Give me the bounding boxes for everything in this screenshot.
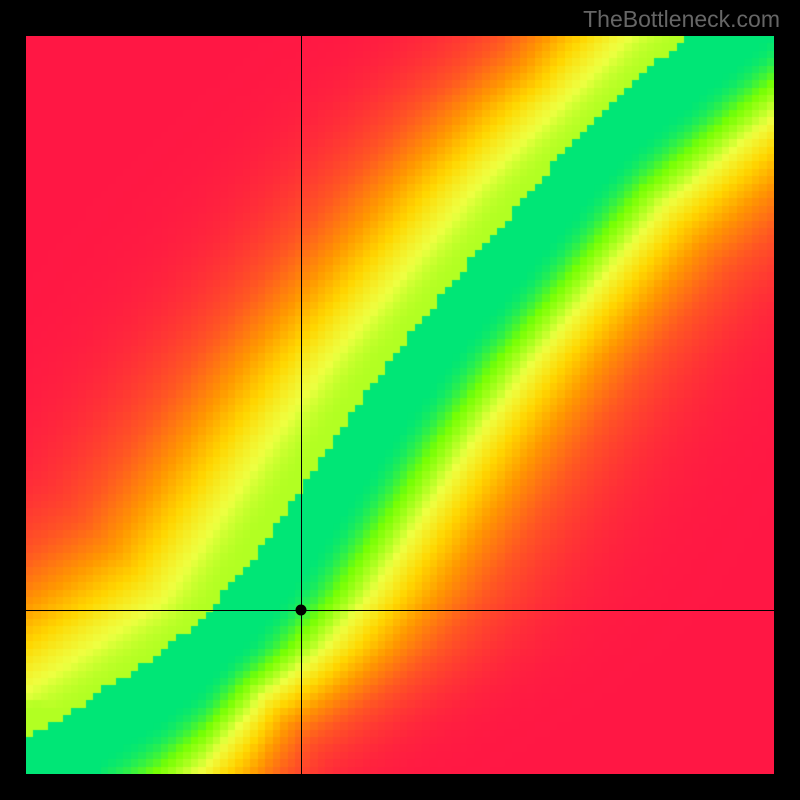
heatmap-plot	[26, 36, 774, 774]
watermark-text: TheBottleneck.com	[583, 6, 780, 33]
crosshair-vertical	[301, 36, 302, 774]
heatmap-canvas	[26, 36, 774, 774]
crosshair-horizontal	[26, 610, 774, 611]
crosshair-marker	[295, 605, 306, 616]
